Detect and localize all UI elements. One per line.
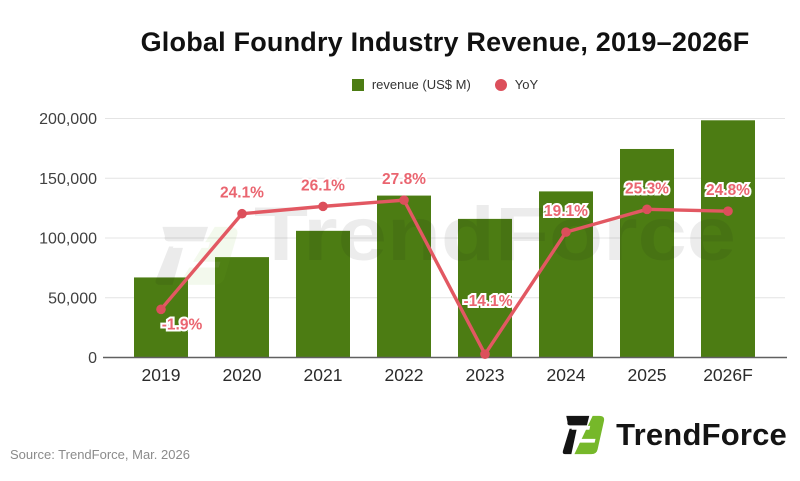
trendforce-logo-text: TrendForce	[616, 417, 787, 452]
yoy-dot-2023	[480, 349, 490, 359]
legend-revenue-label: revenue (US$ M)	[371, 77, 471, 92]
yoy-label-2026F: 24.8%	[706, 182, 750, 199]
x-label-2024: 2024	[547, 365, 586, 385]
y-tick-label: 100,000	[39, 231, 97, 248]
y-tick-label: 0	[88, 350, 97, 367]
trendforce-logo: TrendForce	[561, 413, 787, 457]
y-tick-label: 150,000	[39, 171, 97, 188]
y-tick-label: 50,000	[48, 290, 97, 307]
yoy-label-2022: 27.8%	[382, 171, 426, 188]
trendforce-logo-icon	[562, 415, 605, 455]
x-label-2022: 2022	[385, 365, 424, 385]
yoy-dot-2025	[642, 204, 652, 215]
bar-2026F	[701, 120, 755, 358]
x-label-2021: 2021	[304, 365, 343, 385]
yoy-dot-2020	[237, 208, 247, 219]
yoy-dot-2026F	[723, 206, 733, 216]
yoy-swatch-icon	[494, 78, 507, 91]
yoy-label-2020: 24.1%	[220, 185, 264, 202]
bar-2021	[296, 230, 350, 358]
x-label-2023: 2023	[466, 365, 505, 385]
legend-yoy-label: YoY	[514, 77, 539, 92]
bar-2025	[620, 148, 674, 358]
yoy-label-2023: -14.1%	[463, 293, 512, 310]
x-label-2025: 2025	[628, 365, 667, 385]
revenue-swatch-icon	[351, 78, 364, 91]
bar-2019	[134, 277, 188, 358]
source-note: Source: TrendForce, Mar. 2026	[10, 447, 190, 462]
yoy-dot-2024	[561, 227, 571, 237]
yoy-dot-2022	[399, 195, 409, 205]
legend-item-revenue: revenue (US$ M)	[351, 77, 471, 92]
yoy-label-2021: 26.1%	[301, 177, 345, 194]
yoy-label-2025: 25.3%	[625, 180, 669, 197]
yoy-label-2024: 19.1%	[544, 203, 588, 220]
y-tick-label: 200,000	[39, 111, 97, 128]
chart-legend: revenue (US$ M) YoY	[105, 77, 785, 92]
bar-2024	[539, 191, 593, 358]
x-label-2026F: 2026F	[703, 365, 753, 385]
bar-2023	[458, 218, 512, 358]
yoy-line	[159, 198, 729, 356]
yoy-dot-2021	[318, 201, 328, 212]
x-label-2019: 2019	[142, 365, 181, 385]
bar-2022	[377, 195, 431, 358]
x-label-2020: 2020	[223, 365, 262, 385]
chart-title: Global Foundry Industry Revenue, 2019–20…	[140, 27, 750, 57]
legend-item-yoy: YoY	[494, 77, 539, 92]
yoy-label-2019: -1.9%	[162, 316, 203, 333]
bar-2020	[215, 257, 269, 358]
yoy-dot-2019	[156, 304, 166, 315]
